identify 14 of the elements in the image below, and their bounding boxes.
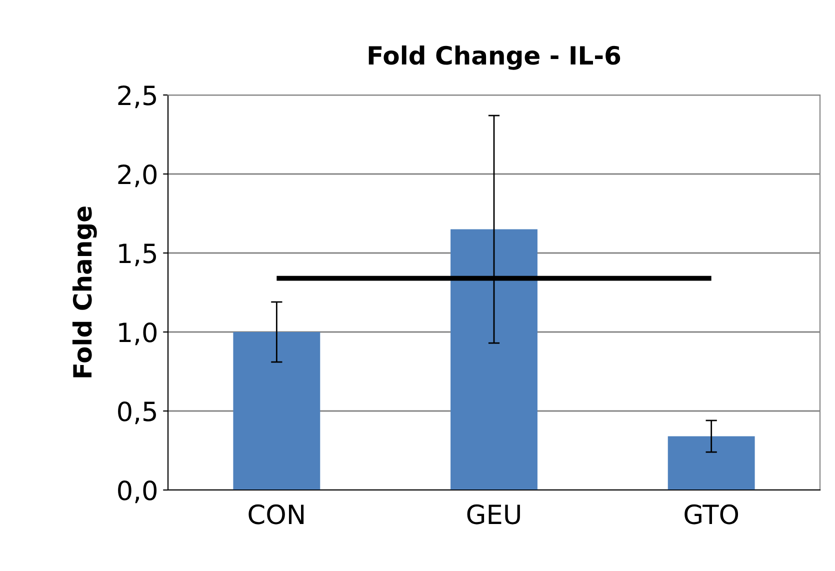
bar xyxy=(668,436,755,490)
x-tick-label: GTO xyxy=(684,504,738,524)
bar xyxy=(450,229,538,490)
y-tick-label: 1,0 xyxy=(119,322,157,346)
chart-title: Fold Change - IL-6 xyxy=(368,45,620,70)
y-tick-label: 2,5 xyxy=(118,85,156,108)
y-tick-label: 1,5 xyxy=(119,244,156,266)
y-tick-label: 0,0 xyxy=(118,480,157,504)
y-tick-label: 0,5 xyxy=(118,401,156,424)
bar xyxy=(233,332,320,490)
x-tick-label: CON xyxy=(248,504,304,524)
y-tick-label: 2,0 xyxy=(118,164,157,188)
x-tick-label: GEU xyxy=(467,504,520,524)
y-axis-title: Fold Change xyxy=(72,206,97,378)
